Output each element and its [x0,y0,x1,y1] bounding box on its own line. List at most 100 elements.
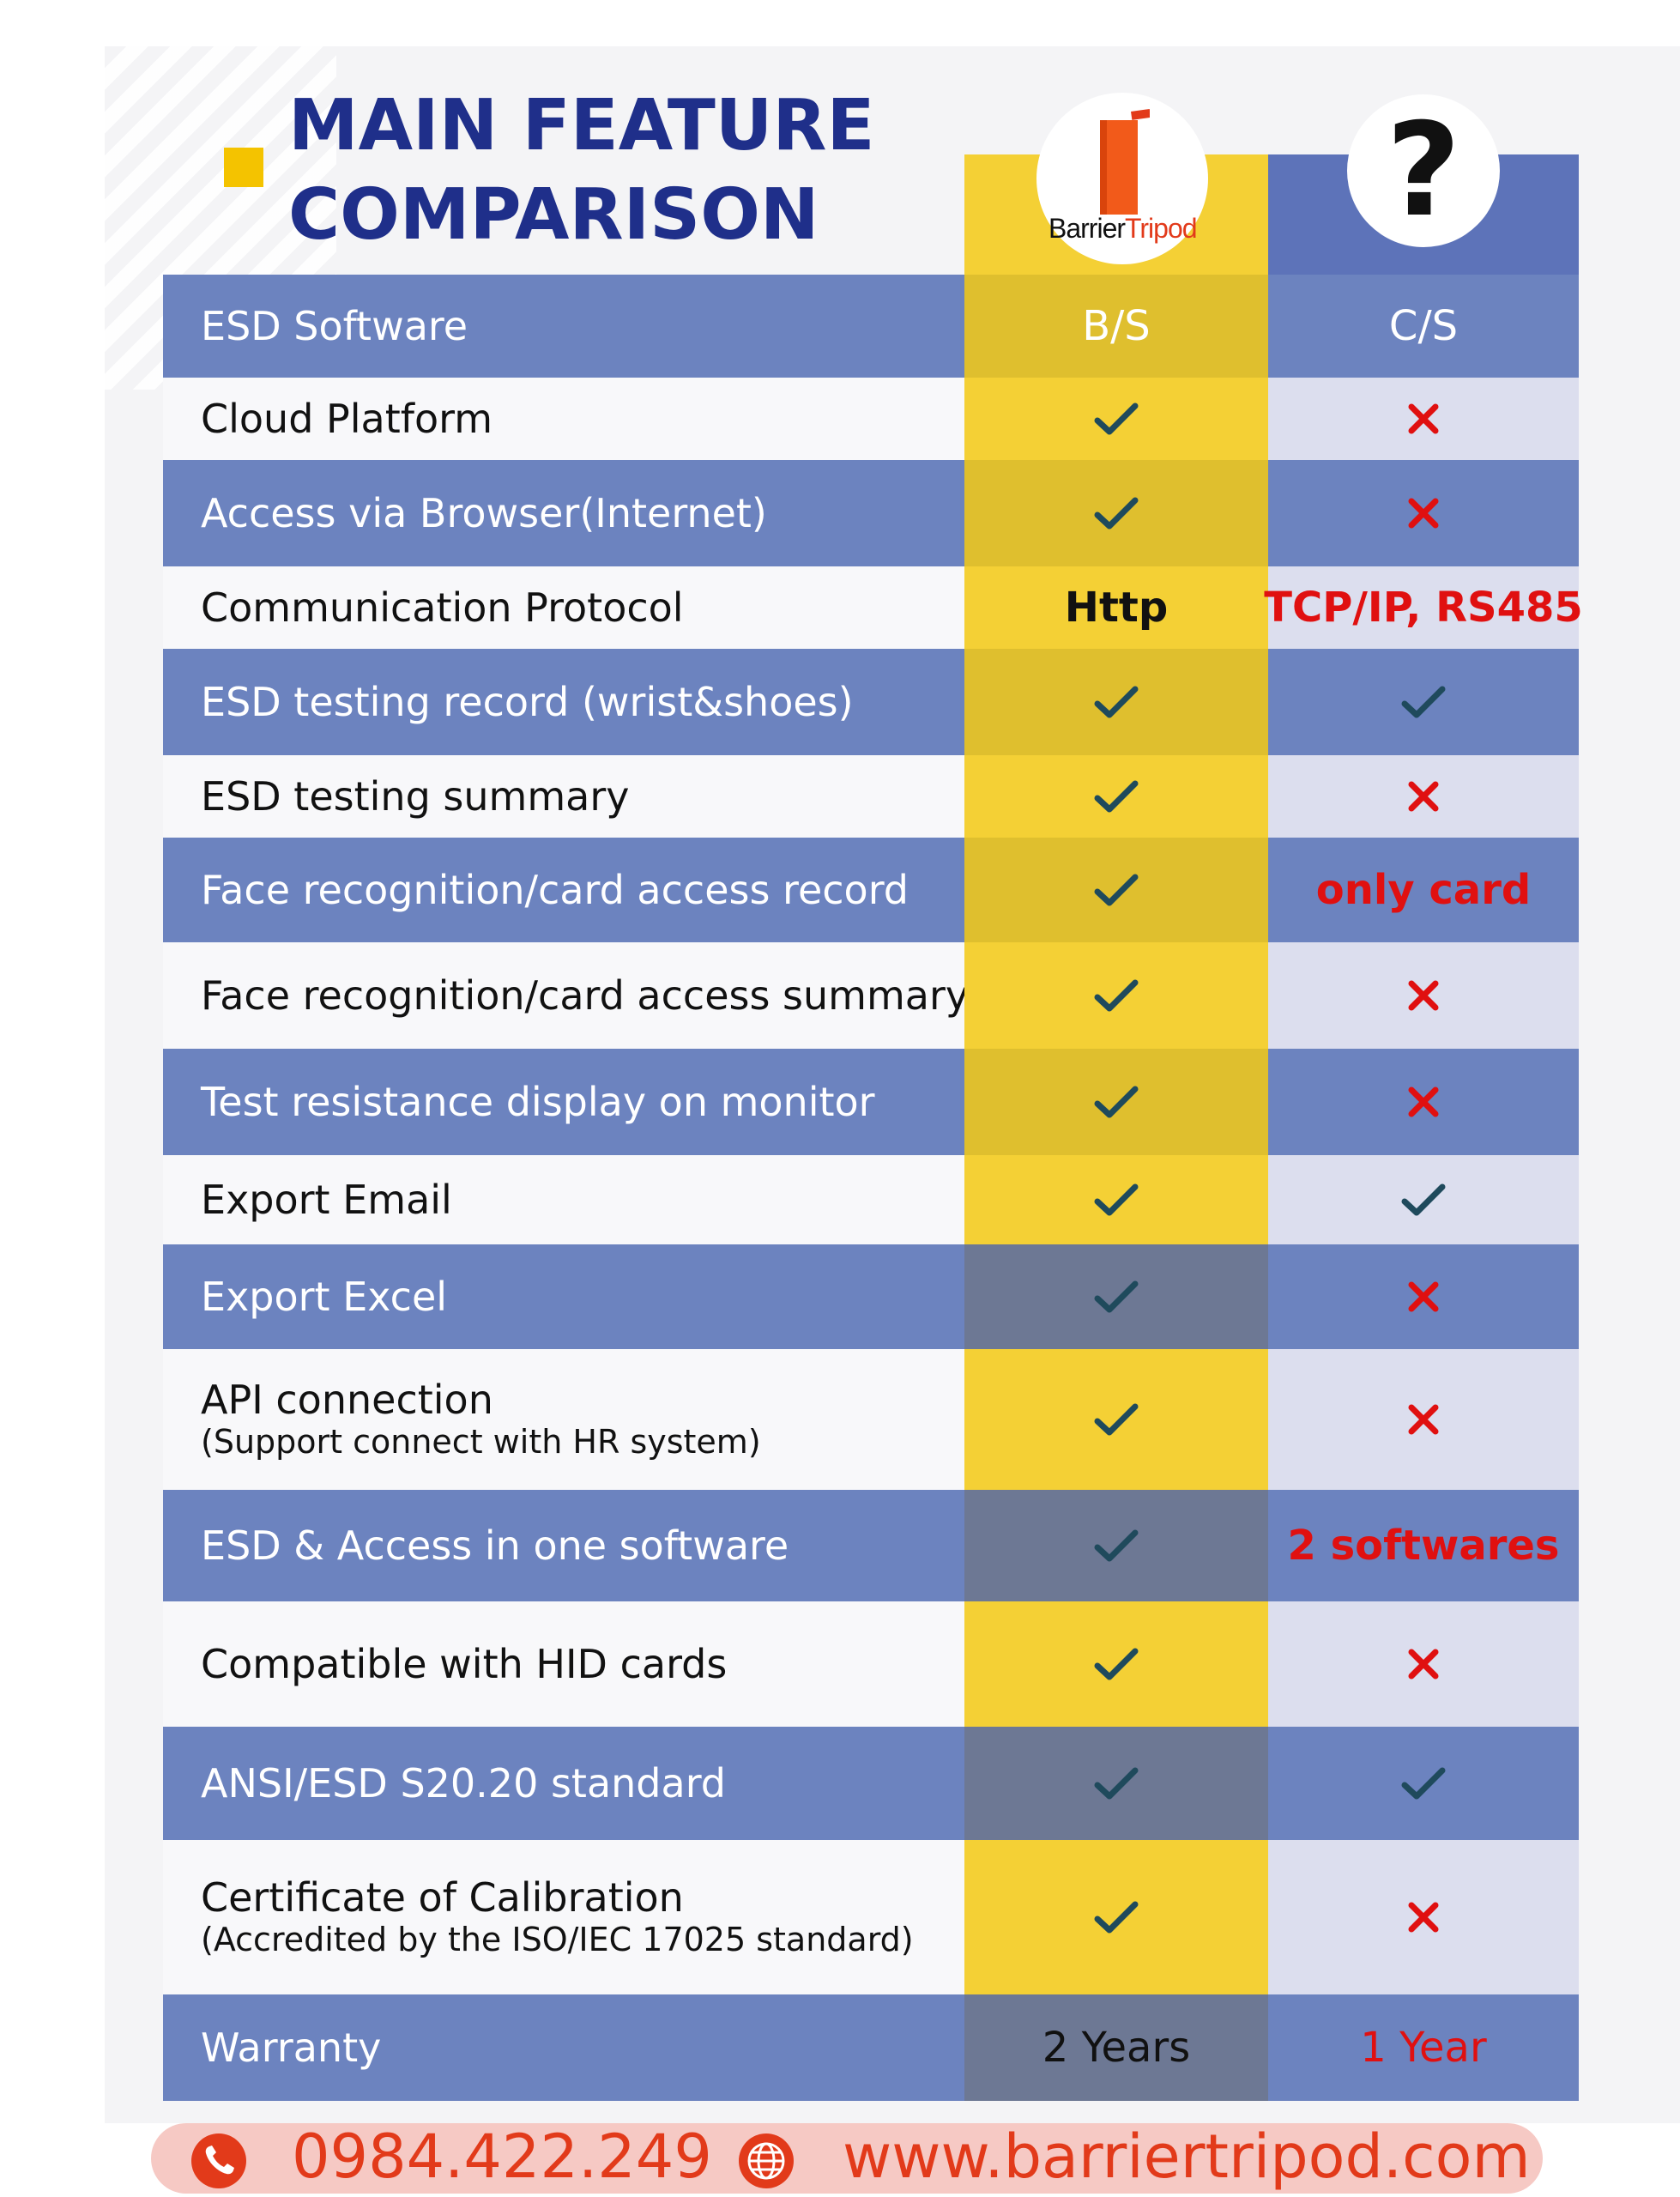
competitor-cell [1268,460,1579,566]
brand-logo-text: BarrierTripod [1048,213,1220,245]
check-icon [1094,686,1139,718]
competitor-cell [1268,1840,1579,1994]
cross-icon [1408,1404,1439,1435]
title-marker [224,148,263,187]
cross-icon [1408,781,1439,812]
brand-name-part2: Tripod [1125,213,1198,244]
barriertripod-cell [964,838,1268,942]
check-icon [1401,1767,1446,1800]
competitor-value: 2 softwares [1287,1522,1560,1570]
feature-note: (Accredited by the ISO/IEC 17025 standar… [201,1921,914,1958]
feature-label: Certificate of Calibration [201,1874,684,1921]
feature-cell: ESD testing summary [163,755,964,838]
barriertripod-cell: Http [964,566,1268,649]
feature-label: ESD testing record (wrist&shoes) [201,679,854,725]
barriertripod-cell [964,1244,1268,1349]
phone-icon [191,2133,246,2188]
barriertripod-cell: 2 Years [964,1994,1268,2101]
cross-icon [1408,403,1439,434]
table-row: Access via Browser(Internet) [163,460,1579,566]
table-row: Cloud Platform [163,378,1579,460]
check-icon [1094,1086,1139,1118]
feature-cell: ANSI/ESD S20.20 standard [163,1727,964,1840]
competitor-cell [1268,755,1579,838]
cross-icon [1408,1649,1439,1680]
feature-label: Access via Browser(Internet) [201,490,767,536]
check-icon [1401,686,1446,718]
page-title: MAIN FEATURE COMPARISON [288,82,875,260]
table-row: Face recognition/card access record only … [163,838,1579,942]
table-row: ESD Software B/S C/S [163,275,1579,378]
feature-label: API connection [201,1377,493,1423]
phone-number[interactable]: 0984.422.249 [292,2121,712,2192]
competitor-value: TCP/IP, RS485 [1264,584,1583,632]
feature-label: ANSI/ESD S20.20 standard [201,1760,726,1807]
table-row: Face recognition/card access summary [163,942,1579,1049]
cross-icon [1408,1902,1439,1933]
barriertripod-cell [964,1155,1268,1244]
barriertripod-cell [964,460,1268,566]
feature-cell: Warranty [163,1994,964,2101]
feature-cell: ESD testing record (wrist&shoes) [163,649,964,755]
barriertripod-cell [964,378,1268,460]
feature-label: Compatible with HID cards [201,1641,728,1687]
feature-label: Face recognition/card access summary [201,972,970,1019]
competitor-cell [1268,1601,1579,1727]
feature-label: Communication Protocol [201,584,684,631]
feature-label: ESD Software [201,303,468,349]
check-icon [1094,979,1139,1012]
feature-label: ESD testing summary [201,773,630,820]
barriertripod-cell [964,1349,1268,1490]
barriertripod-cell [964,1049,1268,1155]
competitor-cell: 2 softwares [1268,1490,1579,1601]
title-line-2: COMPARISON [288,174,819,256]
check-icon [1094,1403,1139,1436]
feature-label: Warranty [201,2025,382,2071]
globe-icon [739,2133,794,2188]
competitor-value: C/S [1388,302,1459,350]
table-row: Export Email [163,1155,1579,1244]
competitor-cell [1268,1244,1579,1349]
check-icon [1094,497,1139,530]
feature-cell: Cloud Platform [163,378,964,460]
table-row: ANSI/ESD S20.20 standard [163,1727,1579,1840]
barriertripod-cell [964,755,1268,838]
feature-cell: Communication Protocol [163,566,964,649]
cross-icon [1408,498,1439,529]
check-icon [1094,780,1139,813]
check-icon [1094,1529,1139,1562]
check-icon [1094,874,1139,906]
competitor-cell [1268,1349,1579,1490]
table-row: ESD testing summary [163,755,1579,838]
competitor-cell: C/S [1268,275,1579,378]
feature-cell: Face recognition/card access record [163,838,964,942]
barriertripod-value: 2 Years [1042,2024,1191,2072]
check-icon [1094,1648,1139,1680]
cross-icon [1408,980,1439,1011]
check-icon [1094,1280,1139,1313]
competitor-value: 1 Year [1360,2024,1487,2072]
cross-icon [1408,1281,1439,1312]
question-mark-icon: ? [1347,94,1500,247]
competitor-cell: TCP/IP, RS485 [1264,566,1583,649]
feature-note: (Support connect with HR system) [201,1423,761,1461]
feature-cell: API connection (Support connect with HR s… [163,1349,964,1490]
feature-label: Export Email [201,1177,452,1223]
title-line-1: MAIN FEATURE [288,85,875,166]
table-row: Certificate of Calibration (Accredited by… [163,1840,1579,1994]
barriertripod-cell [964,649,1268,755]
feature-label: Test resistance display on monitor [201,1079,875,1125]
check-icon [1094,1183,1139,1216]
feature-label: Export Excel [201,1274,448,1320]
competitor-cell [1268,1155,1579,1244]
website-link[interactable]: www.barriertripod.com [843,2121,1531,2192]
table-row: Communication Protocol Http TCP/IP, RS485 [163,566,1583,649]
feature-cell: Access via Browser(Internet) [163,460,964,566]
table-row: ESD & Access in one software 2 softwares [163,1490,1579,1601]
question-symbol: ? [1386,96,1461,245]
barriertripod-value: B/S [1082,302,1151,350]
table-row: Export Excel [163,1244,1579,1349]
barriertripod-cell [964,1490,1268,1601]
feature-cell: Face recognition/card access summary [163,942,970,1049]
